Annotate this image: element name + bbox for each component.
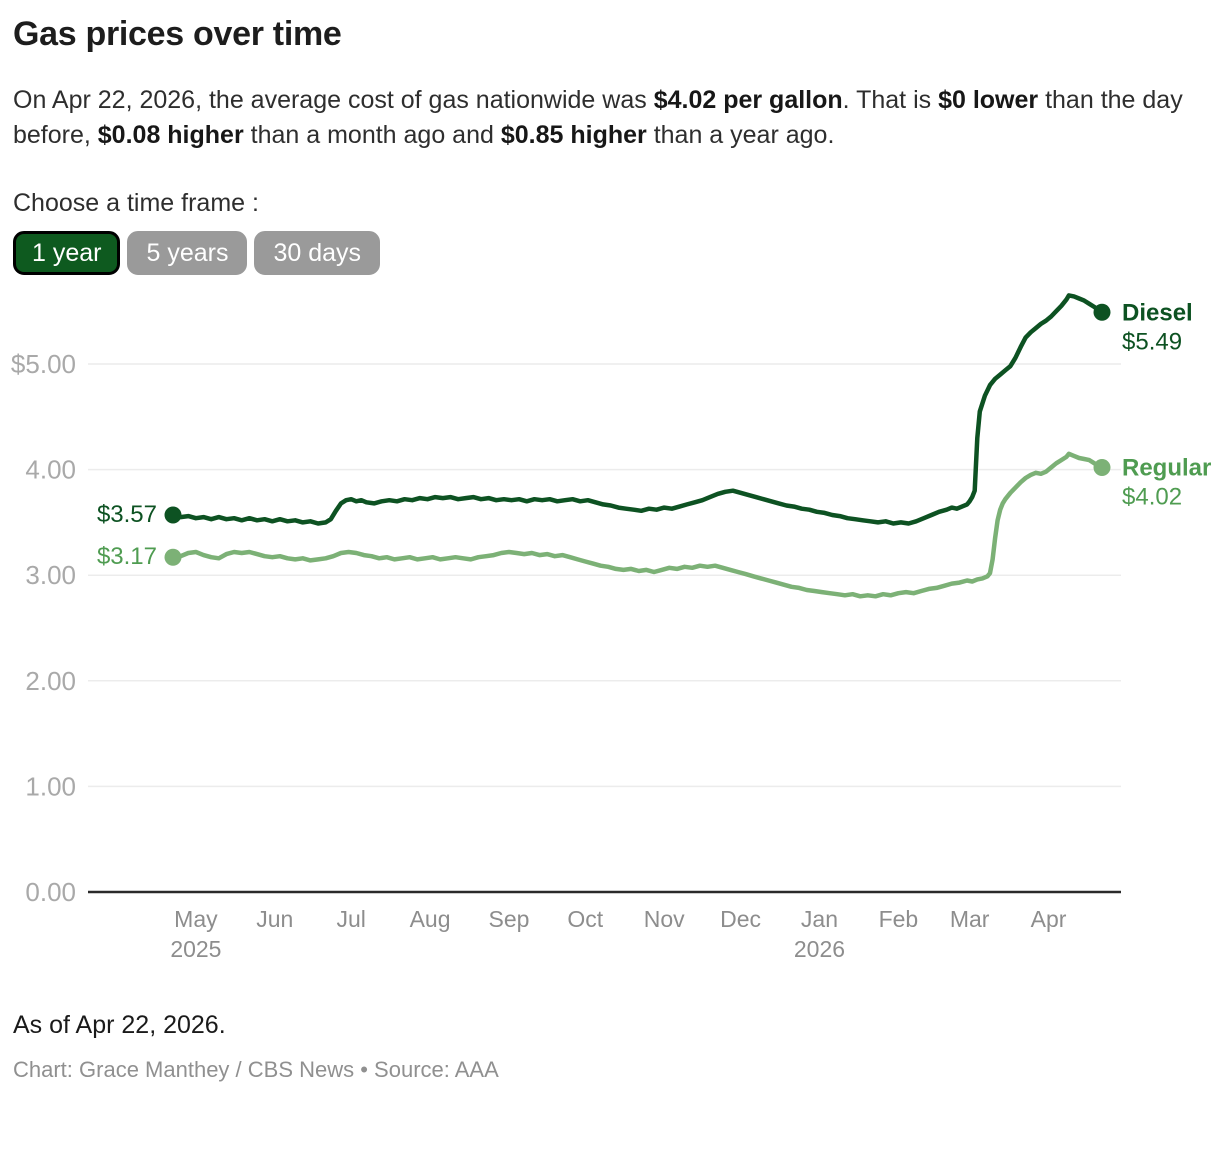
gas-price-line-chart: $5.00 4.00 3.00 2.00 1.00 0.00 May 2025 Jun Jul Au… [11, 285, 1211, 962]
x-axis-month-label: Sep [488, 906, 529, 932]
regular-line[interactable] [170, 451, 1105, 599]
regular-start-dot [164, 548, 182, 566]
y-axis-label: 4.00 [25, 455, 76, 485]
diesel-end-value-label: $5.49 [1122, 328, 1182, 355]
x-axis-month-label: Apr [1031, 906, 1067, 932]
x-axis-year-label: 2026 [794, 936, 845, 962]
gas-price-chart: $5.00 4.00 3.00 2.00 1.00 0.00 May 2025 Jun Jul Au… [0, 275, 1220, 980]
regular-end-dot [1093, 458, 1111, 476]
y-axis-label: 0.00 [25, 877, 76, 907]
diesel-end-dot [1093, 303, 1111, 321]
regular-series-label: Regular [1122, 454, 1211, 481]
page-title: Gas prices over time [13, 15, 342, 53]
x-axis-month-label: Jan [801, 906, 838, 932]
x-axis-month-label: Dec [720, 906, 761, 932]
x-axis-month-label: Aug [410, 906, 451, 932]
chart-attribution: Chart: Grace Manthey / CBS News • Source… [13, 1057, 499, 1082]
regular-end-value-label: $4.02 [1122, 483, 1182, 510]
summary-text: On Apr 22, 2026, the average cost of gas… [13, 86, 1183, 149]
diesel-start-dot [164, 506, 182, 524]
y-axis-label: 2.00 [25, 666, 76, 696]
diesel-line[interactable] [170, 293, 1105, 526]
as-of-note: As of Apr 22, 2026. [13, 1011, 226, 1039]
diesel-series-label: Diesel [1122, 299, 1193, 326]
y-axis-label: 1.00 [25, 771, 76, 801]
x-axis-year-label: 2025 [170, 936, 221, 962]
time-frame-label: Choose a time frame : [13, 189, 259, 217]
diesel-start-value-label: $3.57 [97, 501, 157, 528]
chart-hover-area[interactable] [88, 285, 1121, 892]
time-frame-button-1-year[interactable]: 1 year [13, 231, 121, 275]
y-axis-label: $5.00 [11, 349, 76, 379]
x-axis-month-label: Mar [950, 906, 990, 932]
time-frame-button-group: 1 year 5 years 30 days [13, 231, 1207, 275]
time-frame-button-5-years[interactable]: 5 years [127, 231, 248, 275]
y-axis-label: 3.00 [25, 560, 76, 590]
x-axis-month-label: Jul [336, 906, 365, 932]
x-axis-month-label: Feb [879, 906, 919, 932]
x-axis-month-label: Jun [256, 906, 293, 932]
x-axis-month-label: Oct [567, 906, 603, 932]
time-frame-button-30-days[interactable]: 30 days [254, 231, 381, 275]
regular-start-value-label: $3.17 [97, 543, 157, 570]
x-axis-month-label: May [174, 906, 218, 932]
x-axis-month-label: Nov [644, 906, 685, 932]
